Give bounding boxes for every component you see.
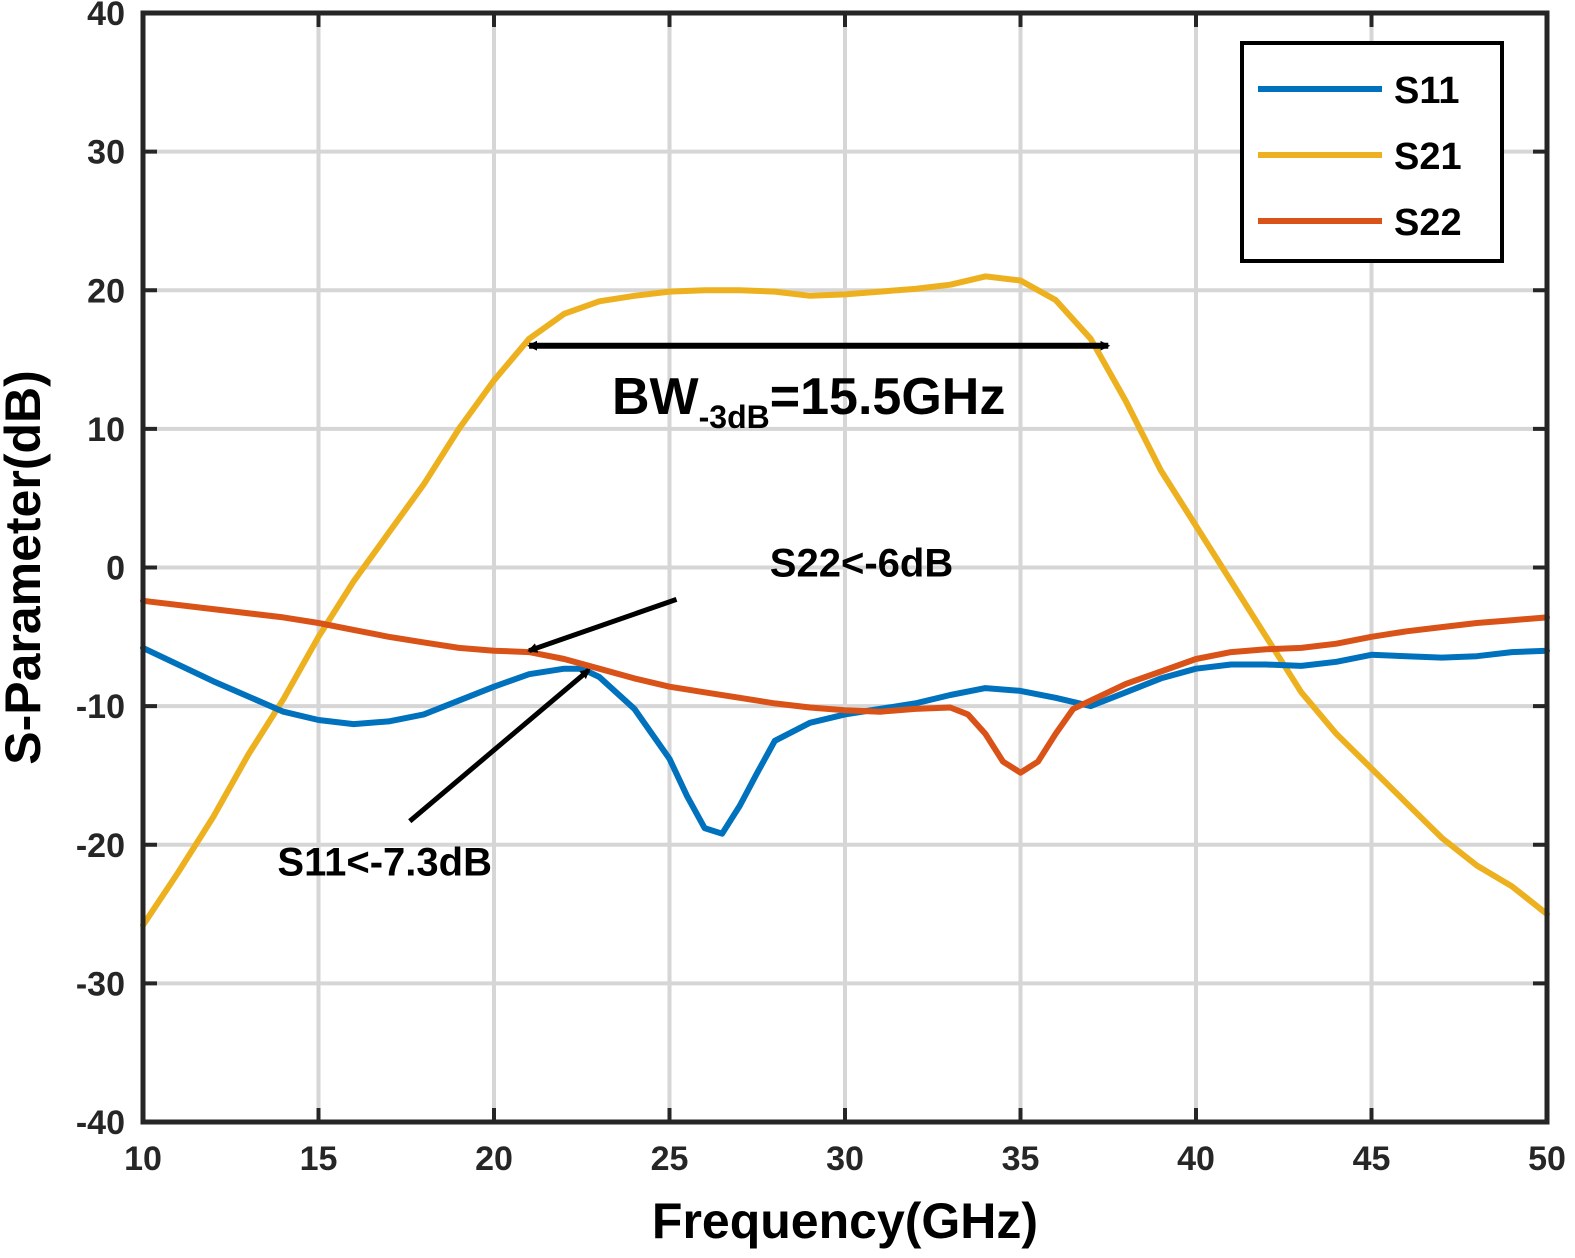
- y-axis-title: S-Parameter(dB): [0, 370, 51, 765]
- y-tick-label: 0: [106, 550, 125, 588]
- x-tick-label: 15: [300, 1140, 338, 1178]
- bandwidth-label: BW-3dB=15.5GHz: [612, 368, 1005, 435]
- bandwidth-label-sub: -3dB: [699, 399, 770, 435]
- legend-label-s11: S11: [1394, 70, 1460, 112]
- x-tick-label: 45: [1353, 1140, 1391, 1178]
- axis-ticks: 10 15 20 25 30 35 40 45 50 40 30 20 10 0 -10 -20 -30 -40: [76, 0, 1566, 1178]
- legend: S11 S21 S22: [1240, 41, 1504, 263]
- y-tick-label: -30: [76, 965, 125, 1003]
- y-tick-label: -40: [76, 1104, 125, 1142]
- s22-annotation-label: S22<-6dB: [770, 542, 953, 586]
- legend-label-s22: S22: [1394, 202, 1462, 244]
- bandwidth-label-main: BW: [612, 368, 700, 426]
- x-tick-label: 40: [1177, 1140, 1215, 1178]
- y-tick-label: 10: [87, 411, 125, 449]
- series-lines: [140, 273, 1550, 929]
- x-axis-title: Frequency(GHz): [652, 1193, 1038, 1249]
- series-line-s11: [140, 644, 1550, 837]
- x-tick-label: 20: [475, 1140, 513, 1178]
- y-tick-label: 30: [87, 134, 125, 172]
- y-tick-label: 20: [87, 272, 125, 310]
- x-tick-label: 35: [1002, 1140, 1040, 1178]
- s11-annotation-label: S11<-7.3dB: [277, 840, 492, 884]
- x-tick-label: 30: [826, 1140, 864, 1178]
- series-line-s22: [140, 597, 1550, 776]
- y-tick-label: 40: [87, 0, 125, 33]
- y-tick-label: -10: [76, 688, 125, 726]
- annotations: BW-3dB=15.5GHz S22<-6dB S11<-7.3dB: [277, 340, 1111, 884]
- bandwidth-label-value: =15.5GHz: [770, 368, 1006, 426]
- s22-annotation-arrow: [527, 597, 678, 654]
- x-tick-label: 50: [1528, 1140, 1566, 1178]
- series-line-s21: [140, 273, 1550, 929]
- s11-annotation-arrow: [408, 668, 591, 824]
- y-tick-label: -20: [76, 827, 125, 865]
- x-tick-label: 10: [124, 1140, 162, 1178]
- x-tick-label: 25: [651, 1140, 689, 1178]
- legend-label-s21: S21: [1394, 136, 1462, 178]
